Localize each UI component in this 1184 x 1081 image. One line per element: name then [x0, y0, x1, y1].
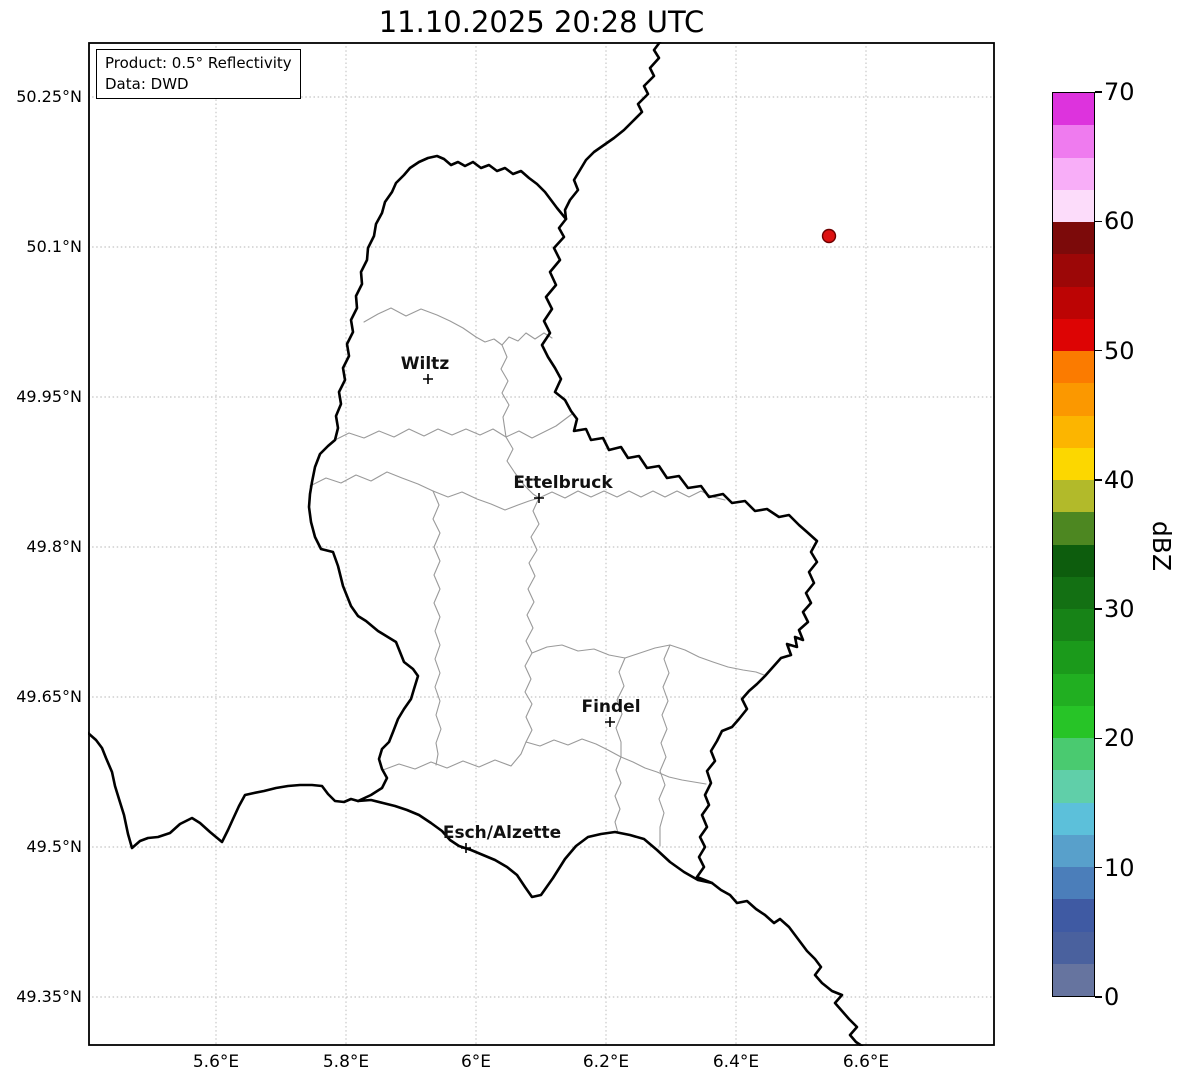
city-marker: [423, 374, 433, 384]
colorbar-unit-label: dBZ: [1147, 516, 1175, 576]
city-marker: [461, 843, 471, 853]
map-area: Wiltz Ettelbruck Findel Esch/Alzette: [88, 42, 995, 1046]
colorbar-segment: [1053, 706, 1094, 738]
colorbar-segment: [1053, 319, 1094, 351]
colorbar-segment: [1053, 351, 1094, 383]
city-marker: [534, 493, 544, 503]
cities-group: Wiltz Ettelbruck Findel Esch/Alzette: [401, 354, 641, 853]
colorbar-segment: [1053, 770, 1094, 802]
city-label: Findel: [581, 697, 640, 717]
colorbar-segment: [1053, 222, 1094, 254]
belgium-germany-border: [565, 42, 660, 219]
colorbar-segment: [1053, 674, 1094, 706]
colorbar-segment: [1053, 835, 1094, 867]
colorbar-segment: [1053, 899, 1094, 931]
colorbar-tick: [1095, 350, 1102, 352]
city-label: Wiltz: [401, 354, 450, 374]
x-tick-label: 5.8°E: [323, 1052, 369, 1072]
colorbar-tick-label: 40: [1104, 466, 1135, 494]
colorbar-tick: [1095, 608, 1102, 610]
colorbar-segment: [1053, 964, 1094, 996]
radar-figure: 11.10.2025 20:28 UTC: [0, 0, 1184, 1081]
colorbar-segment: [1053, 383, 1094, 415]
figure-title: 11.10.2025 20:28 UTC: [88, 5, 995, 39]
colorbar-segment: [1053, 480, 1094, 512]
colorbar-segment: [1053, 125, 1094, 157]
colorbar-tick-label: 30: [1104, 595, 1135, 623]
y-tick-label: 50.25°N: [0, 88, 82, 106]
colorbar-segment: [1053, 254, 1094, 286]
x-tick-label: 5.6°E: [193, 1052, 239, 1072]
country-borders: [88, 42, 862, 1046]
radar-point-group: [823, 230, 836, 243]
colorbar-segment: [1053, 416, 1094, 448]
colorbar-tick: [1095, 867, 1102, 869]
colorbar-segment: [1053, 190, 1094, 222]
city-label: Ettelbruck: [513, 473, 613, 493]
colorbar-segment: [1053, 932, 1094, 964]
colorbar-segment: [1053, 641, 1094, 673]
y-tick-label: 49.5°N: [0, 838, 82, 856]
y-tick-label: 50.1°N: [0, 238, 82, 256]
colorbar-tick: [1095, 738, 1102, 740]
colorbar-segment: [1053, 738, 1094, 770]
colorbar-tick: [1095, 996, 1102, 998]
info-data-source: Data: DWD: [105, 74, 292, 95]
colorbar-tick: [1095, 91, 1102, 93]
city-marker: [605, 717, 615, 727]
colorbar-segment: [1053, 545, 1094, 577]
colorbar-tick-label: 10: [1104, 854, 1135, 882]
y-tick-label: 49.65°N: [0, 688, 82, 706]
canton-borders: [310, 308, 764, 846]
x-tick-label: 6.6°E: [843, 1052, 889, 1072]
france-belgium-border: [88, 733, 358, 848]
info-box: Product: 0.5° Reflectivity Data: DWD: [96, 49, 301, 99]
city-label: Esch/Alzette: [443, 823, 561, 843]
colorbar-tick-label: 20: [1104, 724, 1135, 752]
x-tick-label: 6°E: [461, 1052, 491, 1072]
france-germany-border: [712, 883, 862, 1046]
colorbar-tick: [1095, 221, 1102, 223]
colorbar-segment: [1053, 609, 1094, 641]
colorbar-segment: [1053, 577, 1094, 609]
radar-point: [823, 230, 836, 243]
colorbar-segment: [1053, 287, 1094, 319]
y-tick-label: 49.8°N: [0, 538, 82, 556]
y-tick-label: 49.95°N: [0, 388, 82, 406]
x-tick-label: 6.4°E: [713, 1052, 759, 1072]
colorbar-segment: [1053, 448, 1094, 480]
colorbar-segment: [1053, 803, 1094, 835]
colorbar-tick: [1095, 479, 1102, 481]
info-product: Product: 0.5° Reflectivity: [105, 53, 292, 74]
colorbar-tick-label: 70: [1104, 78, 1135, 106]
colorbar-tick-label: 50: [1104, 337, 1135, 365]
colorbar-segment: [1053, 867, 1094, 899]
colorbar-tick-label: 0: [1104, 983, 1119, 1011]
colorbar: [1052, 92, 1095, 997]
colorbar-segment: [1053, 93, 1094, 125]
luxembourg-border: [309, 156, 817, 897]
map-svg: Wiltz Ettelbruck Findel Esch/Alzette: [88, 42, 995, 1046]
colorbar-tick-label: 60: [1104, 207, 1135, 235]
colorbar-segment: [1053, 158, 1094, 190]
y-tick-label: 49.35°N: [0, 988, 82, 1006]
x-tick-label: 6.2°E: [583, 1052, 629, 1072]
colorbar-segment: [1053, 512, 1094, 544]
